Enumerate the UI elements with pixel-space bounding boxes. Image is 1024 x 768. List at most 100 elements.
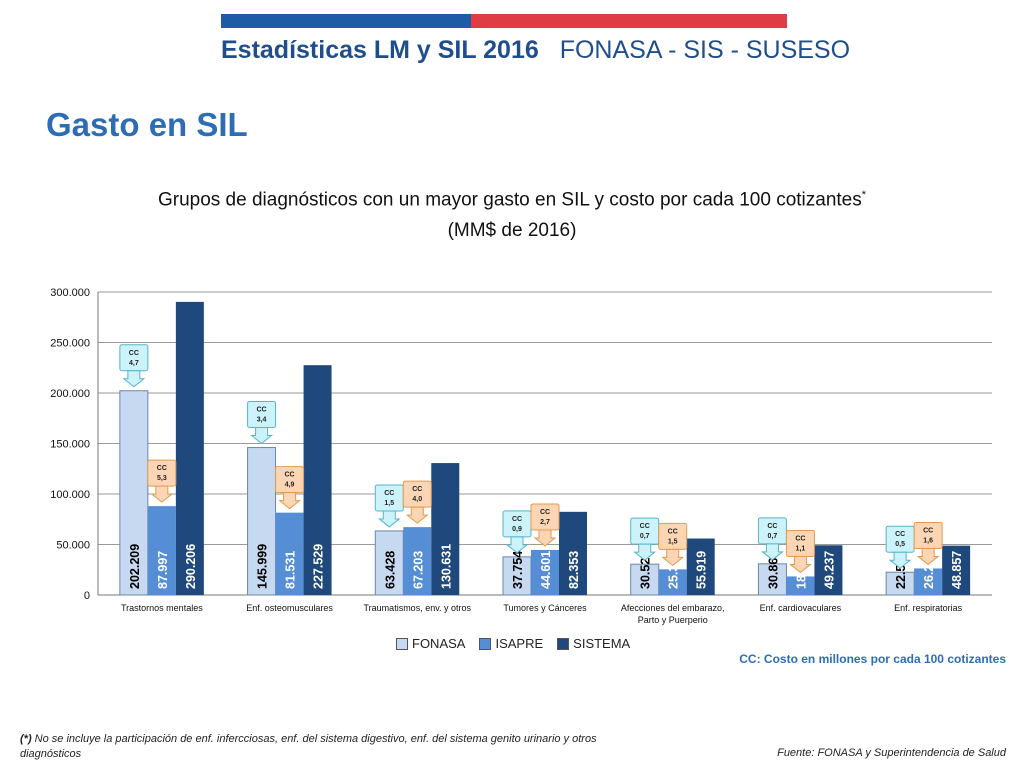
header-title: Estadísticas LM y SIL 2016 FONASA - SIS … — [221, 36, 850, 65]
callout-fonasa-box — [247, 401, 277, 429]
bar-sistema — [814, 545, 843, 595]
legend-label-isapre: ISAPRE — [495, 636, 544, 651]
bar-isapre — [403, 527, 432, 595]
header-title-main: Estadísticas LM y SIL 2016 — [221, 36, 539, 64]
bar-fonasa — [119, 390, 149, 596]
data-label-fonasa: 202.209 — [128, 544, 142, 589]
x-tick-label: Parto y Puerperio — [638, 615, 708, 625]
callout-fonasa-text: 0,9 — [512, 526, 522, 533]
callout-fonasa-text: CC — [512, 516, 522, 523]
callout-fonasa-text: CC — [257, 407, 267, 414]
callout-isapre-text: CC — [668, 528, 678, 535]
legend-item-sistema: SISTEMA — [557, 636, 630, 651]
data-label-fonasa: 30.521 — [639, 551, 653, 589]
bar-fonasa — [502, 556, 532, 596]
callout-isapre-text: CC — [923, 527, 933, 534]
legend-label-fonasa: FONASA — [412, 636, 466, 651]
callout-isapre-box — [658, 522, 688, 550]
data-label-sistema: 48.857 — [950, 551, 964, 589]
callout-isapre-text: 1,6 — [923, 537, 933, 544]
y-tick-label: 150.000 — [50, 439, 90, 451]
bar-sistema — [559, 511, 587, 595]
callout-isapre-box — [147, 459, 177, 487]
callout-isapre-text: CC — [540, 509, 550, 516]
data-label-isapre: 81.531 — [284, 551, 298, 589]
data-label-fonasa: 30.868 — [766, 551, 780, 589]
callout-isapre-text: 1,1 — [796, 545, 806, 552]
callout-isapre-arrow — [278, 492, 301, 510]
callout-fonasa-text: CC — [384, 490, 394, 497]
callout-isapre-box — [913, 521, 943, 549]
bar-sistema — [303, 365, 332, 595]
bar-sistema — [686, 538, 715, 595]
callout-isapre-box — [785, 529, 815, 557]
callout-fonasa-text: 3,4 — [257, 417, 267, 424]
chart-legend: FONASA ISAPRE SISTEMA — [396, 636, 630, 651]
callout-fonasa-text: CC — [129, 350, 139, 357]
x-tick-label: Enf. cardiovaculares — [760, 603, 842, 613]
callout-fonasa-arrow — [505, 536, 529, 554]
callout-fonasa-text: CC — [895, 531, 905, 538]
x-tick-label: Afecciones del embarazo, — [621, 603, 725, 613]
chart-title-line1: Grupos de diagnósticos con un mayor gast… — [157, 189, 862, 211]
callout-isapre-text: CC — [412, 486, 422, 493]
data-label-sistema: 227.529 — [312, 544, 326, 589]
x-tick-label: Traumatismos, env. y otros — [364, 603, 472, 613]
data-label-fonasa: 63.428 — [383, 551, 397, 589]
callout-isapre-arrow — [916, 547, 940, 566]
callout-fonasa-arrow — [377, 510, 401, 528]
bar-isapre — [914, 568, 943, 595]
callout-isapre-box — [530, 503, 560, 531]
data-label-sistema: 55.919 — [695, 551, 709, 589]
legend-swatch-fonasa — [396, 637, 408, 650]
data-label-isapre: 67.203 — [411, 551, 425, 589]
legend-swatch-sistema — [557, 637, 570, 650]
bar-isapre — [531, 549, 559, 595]
bar-sistema — [175, 301, 204, 595]
callout-fonasa-arrow — [888, 551, 912, 569]
legend-swatch-isapre — [479, 637, 492, 650]
bar-fonasa — [374, 530, 404, 596]
header-bar-blue — [221, 14, 471, 28]
footnote: (*) No se incluye la participación de en… — [20, 732, 620, 762]
callout-isapre-arrow — [789, 555, 812, 574]
x-tick-label: Enf. osteomusculares — [246, 603, 333, 613]
legend-item-fonasa: FONASA — [396, 636, 465, 651]
callout-fonasa-text: 1,5 — [384, 500, 394, 507]
chart-title-line2: (MM$ de 2016) — [447, 220, 577, 242]
header-color-bar — [221, 14, 787, 28]
callout-isapre-text: 1,5 — [668, 538, 678, 545]
callout-fonasa-text: 0,7 — [768, 533, 778, 540]
callout-isapre-text: 4,9 — [285, 482, 295, 489]
header-bar-red — [471, 14, 787, 28]
data-label-fonasa: 37.754 — [511, 551, 525, 589]
callout-isapre-text: CC — [285, 472, 295, 479]
header-title-sub: FONASA - SIS - SUSESO — [559, 36, 851, 64]
callout-fonasa-box — [374, 484, 404, 512]
x-tick-label: Tumores y Cánceres — [503, 603, 587, 613]
bar-isapre — [147, 506, 176, 595]
chart-title: Grupos de diagnósticos con un mayor gast… — [0, 180, 1024, 246]
callout-fonasa-arrow — [761, 543, 784, 561]
callout-isapre-arrow — [661, 548, 685, 566]
data-label-sistema: 82.353 — [567, 551, 581, 589]
bar-isapre — [786, 576, 815, 595]
y-tick-label: 100.000 — [50, 489, 90, 501]
callout-fonasa-arrow — [122, 370, 146, 388]
callout-isapre-box — [402, 480, 432, 508]
y-tick-label: 0 — [84, 590, 90, 602]
data-label-sistema: 130.631 — [439, 544, 453, 589]
callout-fonasa-box — [885, 525, 915, 553]
callout-isapre-text: CC — [157, 465, 167, 472]
y-tick-label: 300.000 — [50, 287, 90, 299]
page-title: Gasto en SIL — [46, 106, 248, 143]
y-tick-label: 50.000 — [56, 540, 90, 552]
callout-isapre-text: 5,3 — [157, 475, 167, 482]
callout-fonasa-text: CC — [767, 523, 777, 530]
bar-isapre — [658, 569, 687, 595]
callout-fonasa-text: 4,7 — [129, 360, 139, 367]
data-label-isapre: 87.997 — [156, 551, 170, 589]
data-label-sistema: 290.206 — [184, 544, 198, 589]
bar-sistema — [942, 545, 971, 595]
callout-fonasa-box — [502, 510, 532, 538]
